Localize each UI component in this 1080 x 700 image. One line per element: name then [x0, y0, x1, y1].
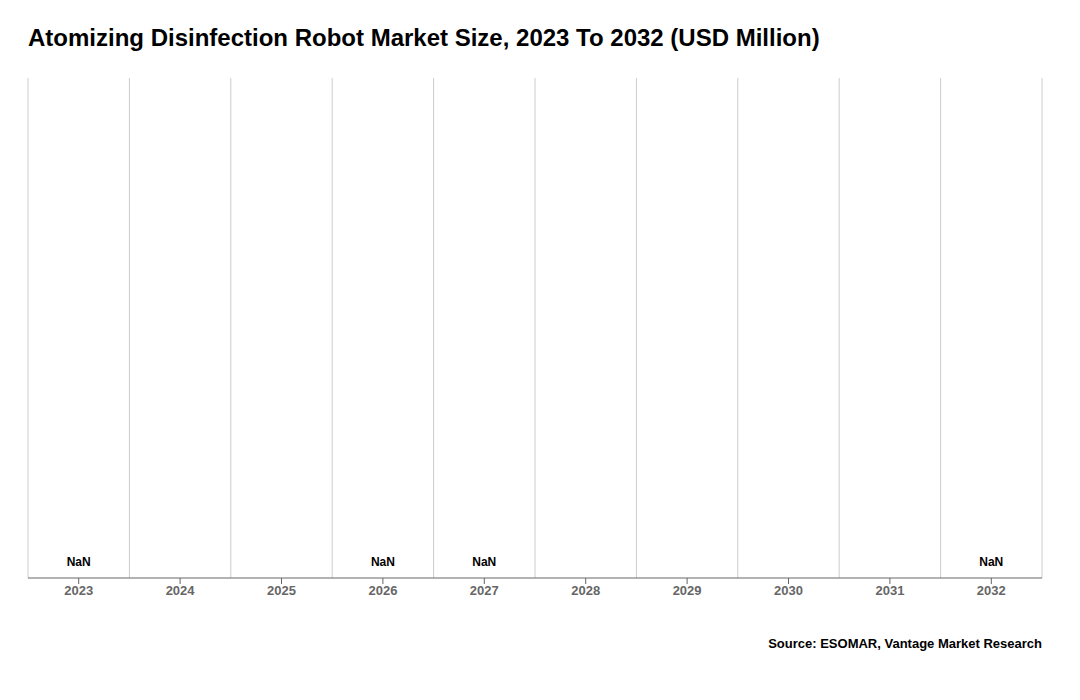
svg-text:2025: 2025	[267, 583, 296, 598]
svg-text:NaN: NaN	[472, 555, 496, 569]
svg-text:2031: 2031	[875, 583, 904, 598]
svg-text:2024: 2024	[166, 583, 196, 598]
svg-text:2030: 2030	[774, 583, 803, 598]
svg-text:2026: 2026	[368, 583, 397, 598]
html-text:Atomizing Disinfection Robot M: Atomizing Disinfection Robot Market Size…	[28, 24, 820, 51]
svg-text:NaN: NaN	[371, 555, 395, 569]
svg-text:2032: 2032	[977, 583, 1006, 598]
svg-text:2023: 2023	[64, 583, 93, 598]
svg-text:2028: 2028	[571, 583, 600, 598]
svg-text:NaN: NaN	[67, 555, 91, 569]
svg-text:2027: 2027	[470, 583, 499, 598]
svg-text:NaN: NaN	[979, 555, 1003, 569]
svg-text:2029: 2029	[673, 583, 702, 598]
html-text:Source: ESOMAR, Vantage Market: Source: ESOMAR, Vantage Market Research	[768, 636, 1042, 651]
